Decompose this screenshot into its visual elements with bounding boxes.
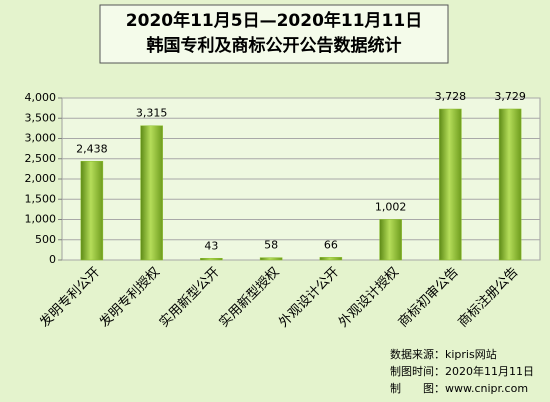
value-label: 2,438 [76, 142, 108, 155]
title-box [99, 4, 449, 64]
bar [140, 125, 163, 261]
value-label: 58 [264, 239, 278, 252]
bar [498, 108, 522, 261]
bar [379, 219, 402, 261]
bar [319, 257, 343, 261]
value-label: 3,729 [494, 90, 526, 103]
bar [259, 257, 283, 261]
note: 数据来源：kipris网站 [390, 347, 497, 361]
note: 制图时间：2020年11月11日 [390, 364, 534, 378]
bar [439, 108, 462, 261]
value-label: 43 [204, 239, 218, 252]
value-label: 66 [324, 238, 338, 251]
y-tick-label: 1,500 [25, 192, 57, 205]
y-tick-label: 1,000 [25, 213, 57, 226]
note: 制 图：www.cnipr.com [390, 382, 528, 395]
y-tick-label: 3,500 [25, 111, 57, 124]
y-tick-label: 0 [49, 253, 56, 266]
y-tick-label: 2,500 [25, 152, 57, 165]
value-label: 1,002 [375, 200, 407, 213]
y-tick-label: 4,000 [25, 91, 57, 104]
y-tick-label: 500 [35, 233, 56, 246]
bar [80, 161, 104, 261]
y-tick-label: 3,000 [25, 132, 57, 145]
chart-title: 2020年11月5日—2020年11月11日 [126, 10, 422, 31]
chart-subtitle: 韩国专利及商标公开公告数据统计 [147, 35, 402, 56]
value-label: 3,728 [435, 90, 467, 103]
y-tick-label: 2,000 [25, 172, 57, 185]
bar [200, 258, 223, 261]
value-label: 3,315 [136, 107, 168, 120]
